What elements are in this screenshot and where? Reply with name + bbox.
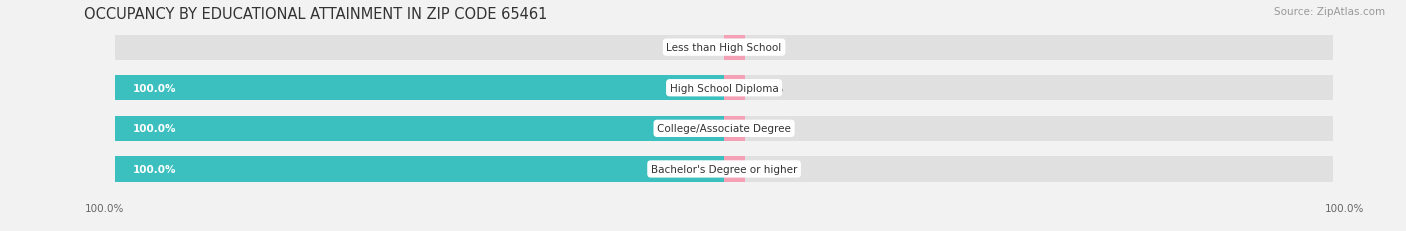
Text: Less than High School: Less than High School [666,43,782,53]
Text: 100.0%: 100.0% [1324,203,1364,213]
Text: 0.0%: 0.0% [758,83,785,93]
Bar [115,76,724,101]
Text: Source: ZipAtlas.com: Source: ZipAtlas.com [1274,7,1385,17]
Text: High School Diploma: High School Diploma [669,83,779,93]
Bar [724,157,745,182]
Bar [115,157,724,182]
Bar [115,76,1333,101]
Text: College/Associate Degree: College/Associate Degree [657,124,792,134]
Bar [115,116,1333,141]
Bar [115,35,1333,61]
Bar [115,116,724,141]
Text: Bachelor's Degree or higher: Bachelor's Degree or higher [651,164,797,174]
Text: OCCUPANCY BY EDUCATIONAL ATTAINMENT IN ZIP CODE 65461: OCCUPANCY BY EDUCATIONAL ATTAINMENT IN Z… [84,7,548,22]
Bar [724,76,745,101]
Text: 100.0%: 100.0% [134,83,177,93]
Text: 100.0%: 100.0% [84,203,124,213]
Bar [724,116,745,141]
Text: 100.0%: 100.0% [134,164,177,174]
Text: 0.0%: 0.0% [758,164,785,174]
Text: 0.0%: 0.0% [758,124,785,134]
Text: 0.0%: 0.0% [686,43,711,53]
Bar [115,157,1333,182]
Text: 0.0%: 0.0% [758,43,785,53]
Bar [724,35,745,61]
Text: 100.0%: 100.0% [134,124,177,134]
